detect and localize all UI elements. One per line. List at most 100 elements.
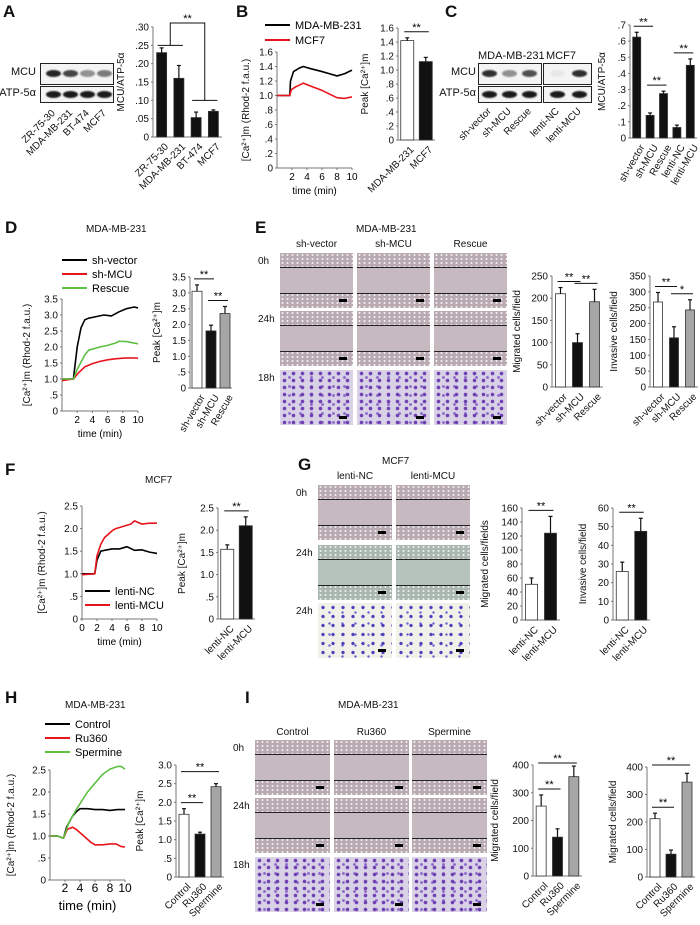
significance-label: ** — [200, 269, 209, 281]
protein-band — [572, 70, 587, 77]
y-tick-label: 10 — [598, 597, 610, 608]
y-tick-label: .30 — [135, 23, 149, 34]
significance-label: ** — [653, 75, 662, 87]
bar — [178, 813, 190, 878]
significance-label: ** — [659, 797, 668, 809]
wound-gap — [357, 325, 430, 352]
row-label: 24h — [258, 314, 275, 325]
transwell-image — [396, 603, 470, 658]
y-tick-label: 40 — [507, 588, 519, 599]
x-tick-label: 6 — [92, 881, 99, 895]
y-tick-label: 140 — [501, 518, 518, 529]
series-line-sh-mcu — [61, 357, 139, 382]
bar — [653, 301, 663, 388]
wound-healing-image — [434, 311, 507, 366]
y-tick-label: 150 — [629, 335, 646, 346]
y-tick-label: .2 — [386, 122, 395, 133]
y-tick-label: 60 — [598, 504, 610, 515]
y-tick-label: .20 — [135, 59, 149, 70]
y-axis-label: Migrated cells/field — [512, 290, 523, 373]
wound-healing-image — [255, 740, 330, 795]
chart-h-line: 0 .5 1.0 1.5 2.0 2.5 [Ca²⁺]m (Rhod-2 f.a.u.) 2 4… — [6, 719, 132, 913]
y-tick-label: 200 — [626, 818, 643, 829]
bar — [672, 127, 682, 139]
y-tick-label: 0 — [620, 134, 626, 145]
scale-bar — [316, 903, 324, 906]
protein-band — [46, 91, 61, 98]
scale-bar — [316, 786, 324, 789]
legend-label: lenti-MCU — [115, 600, 164, 612]
chart-e-bar2: 0 50 100 150 200 250 300 350 Invasive cells/fiel… — [609, 272, 700, 429]
transwell-image — [334, 857, 409, 912]
significance-label: ** — [639, 16, 648, 28]
y-tick-label: 400 — [626, 763, 643, 774]
significance-label: ** — [565, 272, 574, 284]
scale-bar — [493, 416, 501, 419]
y-tick-label: 20 — [598, 578, 610, 589]
series-line-lenti-nc — [82, 545, 158, 575]
significance-label: ** — [662, 276, 671, 288]
y-tick-label: 3.5 — [172, 273, 186, 284]
protein-band — [550, 70, 565, 77]
bar — [555, 293, 566, 388]
x-axis-label: time (min) — [97, 637, 141, 648]
y-tick-label: 200 — [512, 816, 529, 827]
transwell-image — [412, 857, 487, 912]
scale-bar — [395, 786, 403, 789]
panel-label-f: F — [5, 460, 16, 479]
legend-label: lenti-NC — [115, 586, 155, 598]
y-tick-label: .8 — [265, 106, 274, 117]
y-tick-label: .1 — [618, 117, 627, 128]
y-tick-label: 2.0 — [64, 524, 78, 535]
protein-band — [97, 70, 112, 77]
y-tick-label: 1.5 — [64, 547, 78, 558]
wound-gap — [357, 267, 430, 294]
row-label: 0h — [258, 256, 270, 267]
legend-label: MDA-MB-231 — [295, 20, 362, 32]
panel-label-d: D — [5, 218, 18, 237]
wound-gap — [412, 812, 487, 839]
scale-bar — [493, 299, 501, 302]
protein-band — [97, 91, 112, 98]
series-line-lenti-mcu — [81, 520, 157, 576]
x-tick-label: 2 — [62, 881, 69, 895]
x-tick-label: 4 — [90, 415, 96, 426]
bar — [685, 64, 695, 139]
y-tick-label: 2.0 — [200, 526, 214, 537]
significance-label: ** — [553, 753, 562, 765]
scale-bar — [416, 357, 424, 360]
y-tick-label: 1.5 — [32, 810, 46, 821]
bar — [649, 818, 661, 878]
scale-bar — [416, 299, 424, 302]
column-label: lenti-NC — [336, 471, 374, 482]
y-axis-label: Peak [Ca²⁺]m — [177, 533, 188, 594]
significance-label: ** — [412, 22, 421, 34]
significance-label: ** — [667, 755, 676, 767]
y-tick-label: 0 — [267, 164, 273, 175]
wound-gap — [434, 267, 507, 294]
bar — [219, 313, 231, 389]
y-tick-label: 0 — [542, 383, 548, 394]
y-tick-label: 1.0 — [172, 352, 186, 363]
y-axis-label: Migrated cells/fields — [480, 520, 491, 608]
series-line-rescue — [62, 340, 139, 380]
x-tick-label: 6 — [105, 415, 111, 426]
y-tick-label: 100 — [501, 546, 518, 557]
wound-gap — [396, 499, 470, 526]
x-tick-label: 10 — [118, 881, 132, 895]
transwell-image — [280, 370, 353, 425]
atp5a-blot-row — [40, 86, 114, 103]
panel-i-title: MDA-MB-231 — [338, 700, 399, 711]
y-tick-label: 2.5 — [158, 779, 172, 790]
y-tick-label: 2.5 — [172, 304, 186, 315]
y-tick-label: 250 — [531, 272, 548, 283]
panel-g-title: MCF7 — [382, 456, 410, 467]
x-tick-label: 6 — [319, 172, 325, 183]
panel-d-title: MDA-MB-231 — [86, 224, 147, 235]
y-axis-label: [Ca²⁺]m (Rhod-2 f.a.u.) — [6, 774, 17, 877]
blot-row-label-mcu: MCU — [10, 66, 36, 78]
